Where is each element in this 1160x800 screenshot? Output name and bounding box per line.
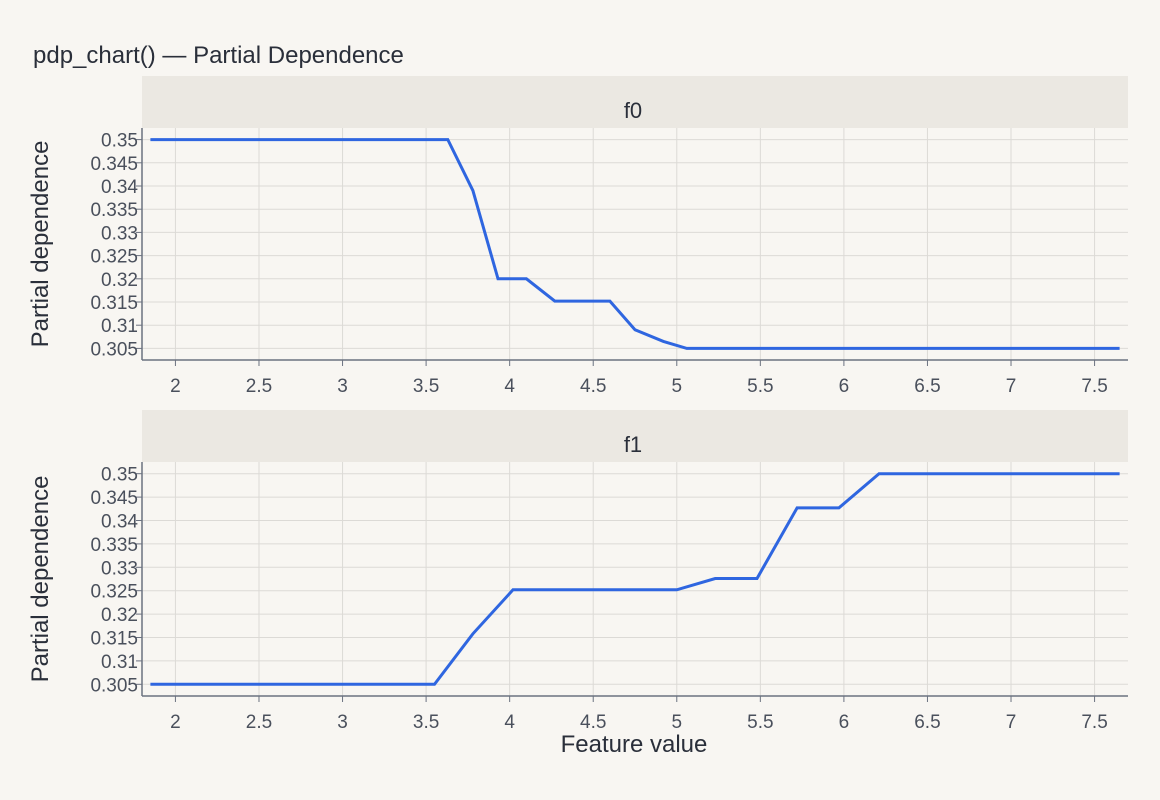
- y-tick-label: 0.305: [90, 675, 138, 696]
- y-tick-label: 0.33: [101, 558, 138, 579]
- x-tick-label: 6.5: [914, 376, 940, 397]
- y-tick-label: 0.35: [101, 465, 138, 486]
- facet-panel-f0: f0 2 2.5 3 3.5 4 4.5 5 5.5 6 6.5 7 7.5 0.3050.310.315…: [27, 76, 1128, 397]
- x-tick-label: 4: [504, 376, 515, 397]
- series-line-f1: [150, 472, 1120, 686]
- x-tick-label: 5.5: [747, 712, 773, 733]
- chart-title: pdp_chart() — Partial Dependence: [33, 42, 404, 69]
- y-tick-label: 0.315: [90, 629, 138, 650]
- x-tick-label: 4: [504, 712, 515, 733]
- x-tick-label: 7.5: [1081, 376, 1107, 397]
- x-tick-label: 3.5: [413, 376, 439, 397]
- x-tick-label: 3: [337, 376, 348, 397]
- x-tick-label: 7: [1006, 712, 1017, 733]
- y-tick-label: 0.335: [90, 200, 138, 221]
- facet-strip: [142, 76, 1128, 128]
- x-tick-label: 7.5: [1081, 712, 1107, 733]
- y-tick-label: 0.325: [90, 247, 138, 268]
- y-tick-label: 0.32: [101, 270, 138, 291]
- facet-strip-label: f0: [624, 98, 642, 123]
- facet-panel-f1: f1 2 2.5 3 3.5 4 4.5 5 5.5 6 6.5 7 7.5 0.3050.310.315…: [27, 410, 1128, 758]
- y-tick-label: 0.34: [101, 512, 138, 533]
- x-tick-label: 7: [1006, 376, 1017, 397]
- y-tick-label: 0.33: [101, 223, 138, 244]
- x-tick-label: 4.5: [580, 376, 606, 397]
- x-tick-label: 5: [671, 712, 682, 733]
- y-tick-label: 0.32: [101, 605, 138, 626]
- x-tick-label: 5: [671, 376, 682, 397]
- x-tick-label: 3: [337, 712, 348, 733]
- x-tick-label: 5.5: [747, 376, 773, 397]
- y-tick-label: 0.31: [101, 316, 138, 337]
- y-tick-label: 0.345: [90, 488, 138, 509]
- x-tick-label: 6.5: [914, 712, 940, 733]
- x-tick-label: 2: [170, 376, 181, 397]
- y-tick-label: 0.345: [90, 154, 138, 175]
- x-axis-title: Feature value: [561, 731, 708, 758]
- x-tick-label: 3.5: [413, 712, 439, 733]
- y-tick-label: 0.325: [90, 582, 138, 603]
- y-tick-label: 0.34: [101, 177, 138, 198]
- y-axis-title: Partial dependence: [27, 476, 54, 683]
- facet-strip-label: f1: [624, 432, 642, 457]
- x-tick-label: 4.5: [580, 712, 606, 733]
- x-tick-label: 2.5: [246, 376, 272, 397]
- y-axis-title: Partial dependence: [27, 141, 54, 348]
- x-tick-label: 2.5: [246, 712, 272, 733]
- y-tick-label: 0.305: [90, 339, 138, 360]
- x-tick-label: 6: [839, 712, 850, 733]
- y-tick-label: 0.315: [90, 293, 138, 314]
- x-tick-label: 2: [170, 712, 181, 733]
- facet-strip: [142, 410, 1128, 462]
- y-tick-label: 0.35: [101, 131, 138, 152]
- series-line-f0: [150, 138, 1120, 350]
- y-tick-label: 0.31: [101, 652, 138, 673]
- y-tick-label: 0.335: [90, 535, 138, 556]
- x-tick-label: 6: [839, 376, 850, 397]
